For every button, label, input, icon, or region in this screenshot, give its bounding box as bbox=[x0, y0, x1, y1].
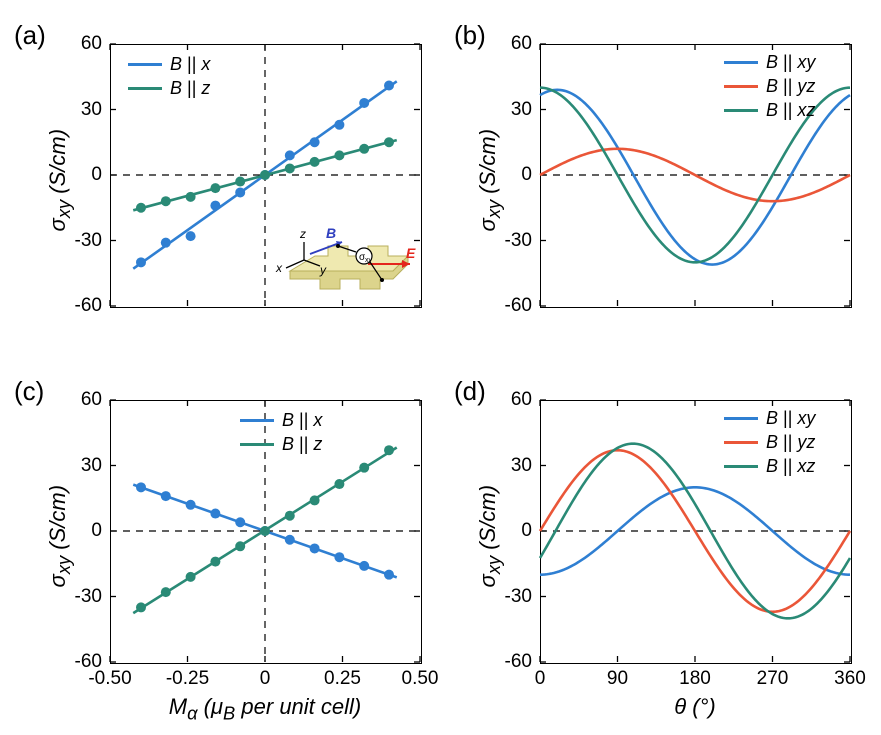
ytick-label: 60 bbox=[54, 33, 102, 55]
legend-swatch bbox=[724, 109, 758, 112]
legend-swatch bbox=[724, 417, 758, 420]
legend-d: B || xy B || yz B || xz bbox=[724, 406, 815, 478]
legend-text: B || xz bbox=[766, 100, 815, 121]
legend-c: B || x B || z bbox=[240, 408, 322, 456]
svg-text:B: B bbox=[326, 225, 336, 241]
legend-text: B || yz bbox=[766, 432, 815, 453]
ytick-label: 60 bbox=[484, 33, 532, 55]
ytick-label: 60 bbox=[54, 389, 102, 411]
xtick-label: 0.50 bbox=[402, 668, 439, 690]
ytick-label: -60 bbox=[484, 295, 532, 317]
xtick-label: 90 bbox=[607, 668, 628, 690]
panel-c: B || x B || z bbox=[110, 400, 420, 662]
xlabel-left: Mα (μB per unit cell) bbox=[110, 694, 420, 724]
legend-swatch bbox=[128, 87, 162, 90]
legend-row: B || yz bbox=[724, 74, 815, 98]
legend-text: B || xy bbox=[766, 52, 815, 73]
figure: (a) (b) (c) (d) B || xB || z zxyBEσxy B … bbox=[0, 0, 881, 735]
legend-row: B || x bbox=[128, 52, 210, 76]
ytick-label: 0 bbox=[54, 520, 102, 542]
xtick-label: 270 bbox=[757, 668, 789, 690]
ytick-label: -30 bbox=[54, 230, 102, 252]
ytick-label: -60 bbox=[54, 295, 102, 317]
legend-row: B || xy bbox=[724, 406, 815, 430]
panel-label-b: (b) bbox=[454, 20, 486, 51]
xtick-label: 360 bbox=[834, 668, 866, 690]
panel-label-d: (d) bbox=[454, 376, 486, 407]
xtick-label: 0 bbox=[260, 668, 271, 690]
legend-row: B || xz bbox=[724, 98, 815, 122]
legend-text: B || z bbox=[282, 434, 322, 455]
panel-b: B || xy B || yz B || xz bbox=[540, 44, 850, 306]
legend-text: B || xy bbox=[766, 408, 815, 429]
panel-a: B || xB || z zxyBEσxy bbox=[110, 44, 420, 306]
legend-text: B || x bbox=[282, 410, 322, 431]
legend-swatch bbox=[240, 443, 274, 446]
svg-text:xy: xy bbox=[365, 257, 373, 264]
legend-swatch bbox=[724, 61, 758, 64]
legend-text: B || x bbox=[170, 54, 210, 75]
inset-hallbar: zxyBEσxy bbox=[270, 216, 420, 306]
ytick-label: -30 bbox=[484, 230, 532, 252]
legend-text: B || yz bbox=[766, 76, 815, 97]
ytick-label: -30 bbox=[484, 586, 532, 608]
legend-swatch bbox=[724, 465, 758, 468]
ytick-label: 60 bbox=[484, 389, 532, 411]
legend-row: B || z bbox=[240, 432, 322, 456]
svg-text:z: z bbox=[299, 227, 306, 241]
legend-text: B || z bbox=[170, 78, 210, 99]
ytick-label: 0 bbox=[484, 164, 532, 186]
xtick-label: -0.50 bbox=[88, 668, 131, 690]
legend-row: B || yz bbox=[724, 430, 815, 454]
svg-text:E: E bbox=[406, 245, 416, 261]
svg-text:x: x bbox=[275, 261, 283, 275]
legend-swatch bbox=[724, 85, 758, 88]
ytick-label: 30 bbox=[54, 455, 102, 477]
ytick-label: 30 bbox=[484, 99, 532, 121]
legend-row: B || xz bbox=[724, 454, 815, 478]
svg-text:y: y bbox=[319, 263, 327, 277]
ytick-label: 30 bbox=[484, 455, 532, 477]
legend-row: B || xy bbox=[724, 50, 815, 74]
xtick-label: 0.25 bbox=[324, 668, 361, 690]
ytick-label: 0 bbox=[54, 164, 102, 186]
legend-b: B || xy B || yz B || xz bbox=[724, 50, 815, 122]
xtick-label: 180 bbox=[679, 668, 711, 690]
panel-d: B || xy B || yz B || xz bbox=[540, 400, 850, 662]
legend-swatch bbox=[128, 63, 162, 66]
xlabel-right: θ (°) bbox=[540, 694, 850, 720]
legend-a: B || x B || z bbox=[128, 52, 210, 100]
legend-row: B || x bbox=[240, 408, 322, 432]
ytick-label: 30 bbox=[54, 99, 102, 121]
ytick-label: -30 bbox=[54, 586, 102, 608]
legend-swatch bbox=[240, 419, 274, 422]
panel-label-a: (a) bbox=[14, 20, 46, 51]
xtick-label: 0 bbox=[535, 668, 546, 690]
panel-label-c: (c) bbox=[14, 376, 44, 407]
legend-swatch bbox=[724, 441, 758, 444]
legend-text: B || xz bbox=[766, 456, 815, 477]
legend-row: B || z bbox=[128, 76, 210, 100]
ytick-label: 0 bbox=[484, 520, 532, 542]
xtick-label: -0.25 bbox=[166, 668, 209, 690]
ytick-label: -60 bbox=[484, 651, 532, 673]
